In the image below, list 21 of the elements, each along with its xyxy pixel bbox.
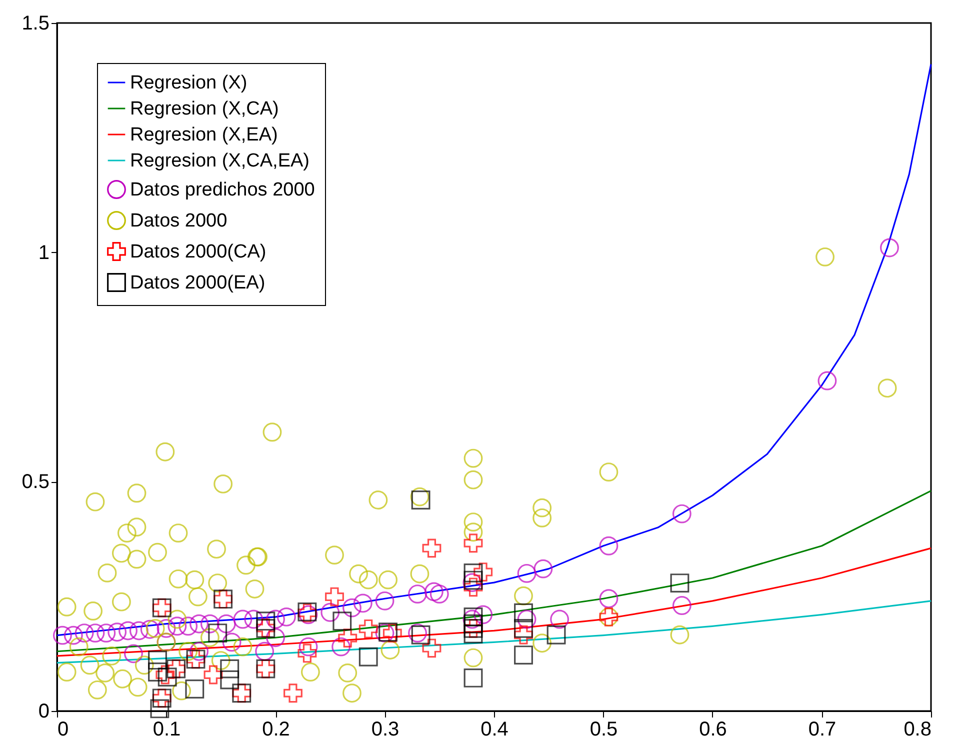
y-tick-label: 1: [38, 242, 50, 264]
x-tick-label: 0.3: [371, 718, 400, 740]
x-tick-label: 0.7: [808, 718, 836, 740]
x-tick-label: 0.8: [904, 718, 932, 740]
x-tick-label: 0.4: [480, 718, 508, 740]
legend-label: Regresion (X,CA,EA): [130, 150, 310, 172]
y-tick-label: 0: [38, 700, 50, 722]
x-tick-label: 0.2: [262, 718, 290, 740]
y-tick-label: 0.5: [22, 471, 50, 494]
legend-label: Datos 2000(CA): [130, 242, 266, 262]
legend-label: Regresion (X,CA): [130, 98, 279, 120]
legend-label: Datos 2000(EA): [130, 272, 266, 294]
y-tick-label: 1.5: [22, 12, 50, 34]
x-tick-label: 0: [58, 718, 69, 740]
x-tick-label: 0.5: [590, 718, 618, 740]
legend-label: Regresion (X): [130, 72, 248, 94]
x-tick-label: 0.1: [152, 718, 181, 740]
x-tick-label: 0.6: [699, 718, 727, 740]
legend-label: Regresion (X,EA): [130, 124, 278, 146]
legend-label: Datos predichos 2000: [130, 180, 315, 200]
legend-label: Datos 2000: [130, 210, 228, 232]
